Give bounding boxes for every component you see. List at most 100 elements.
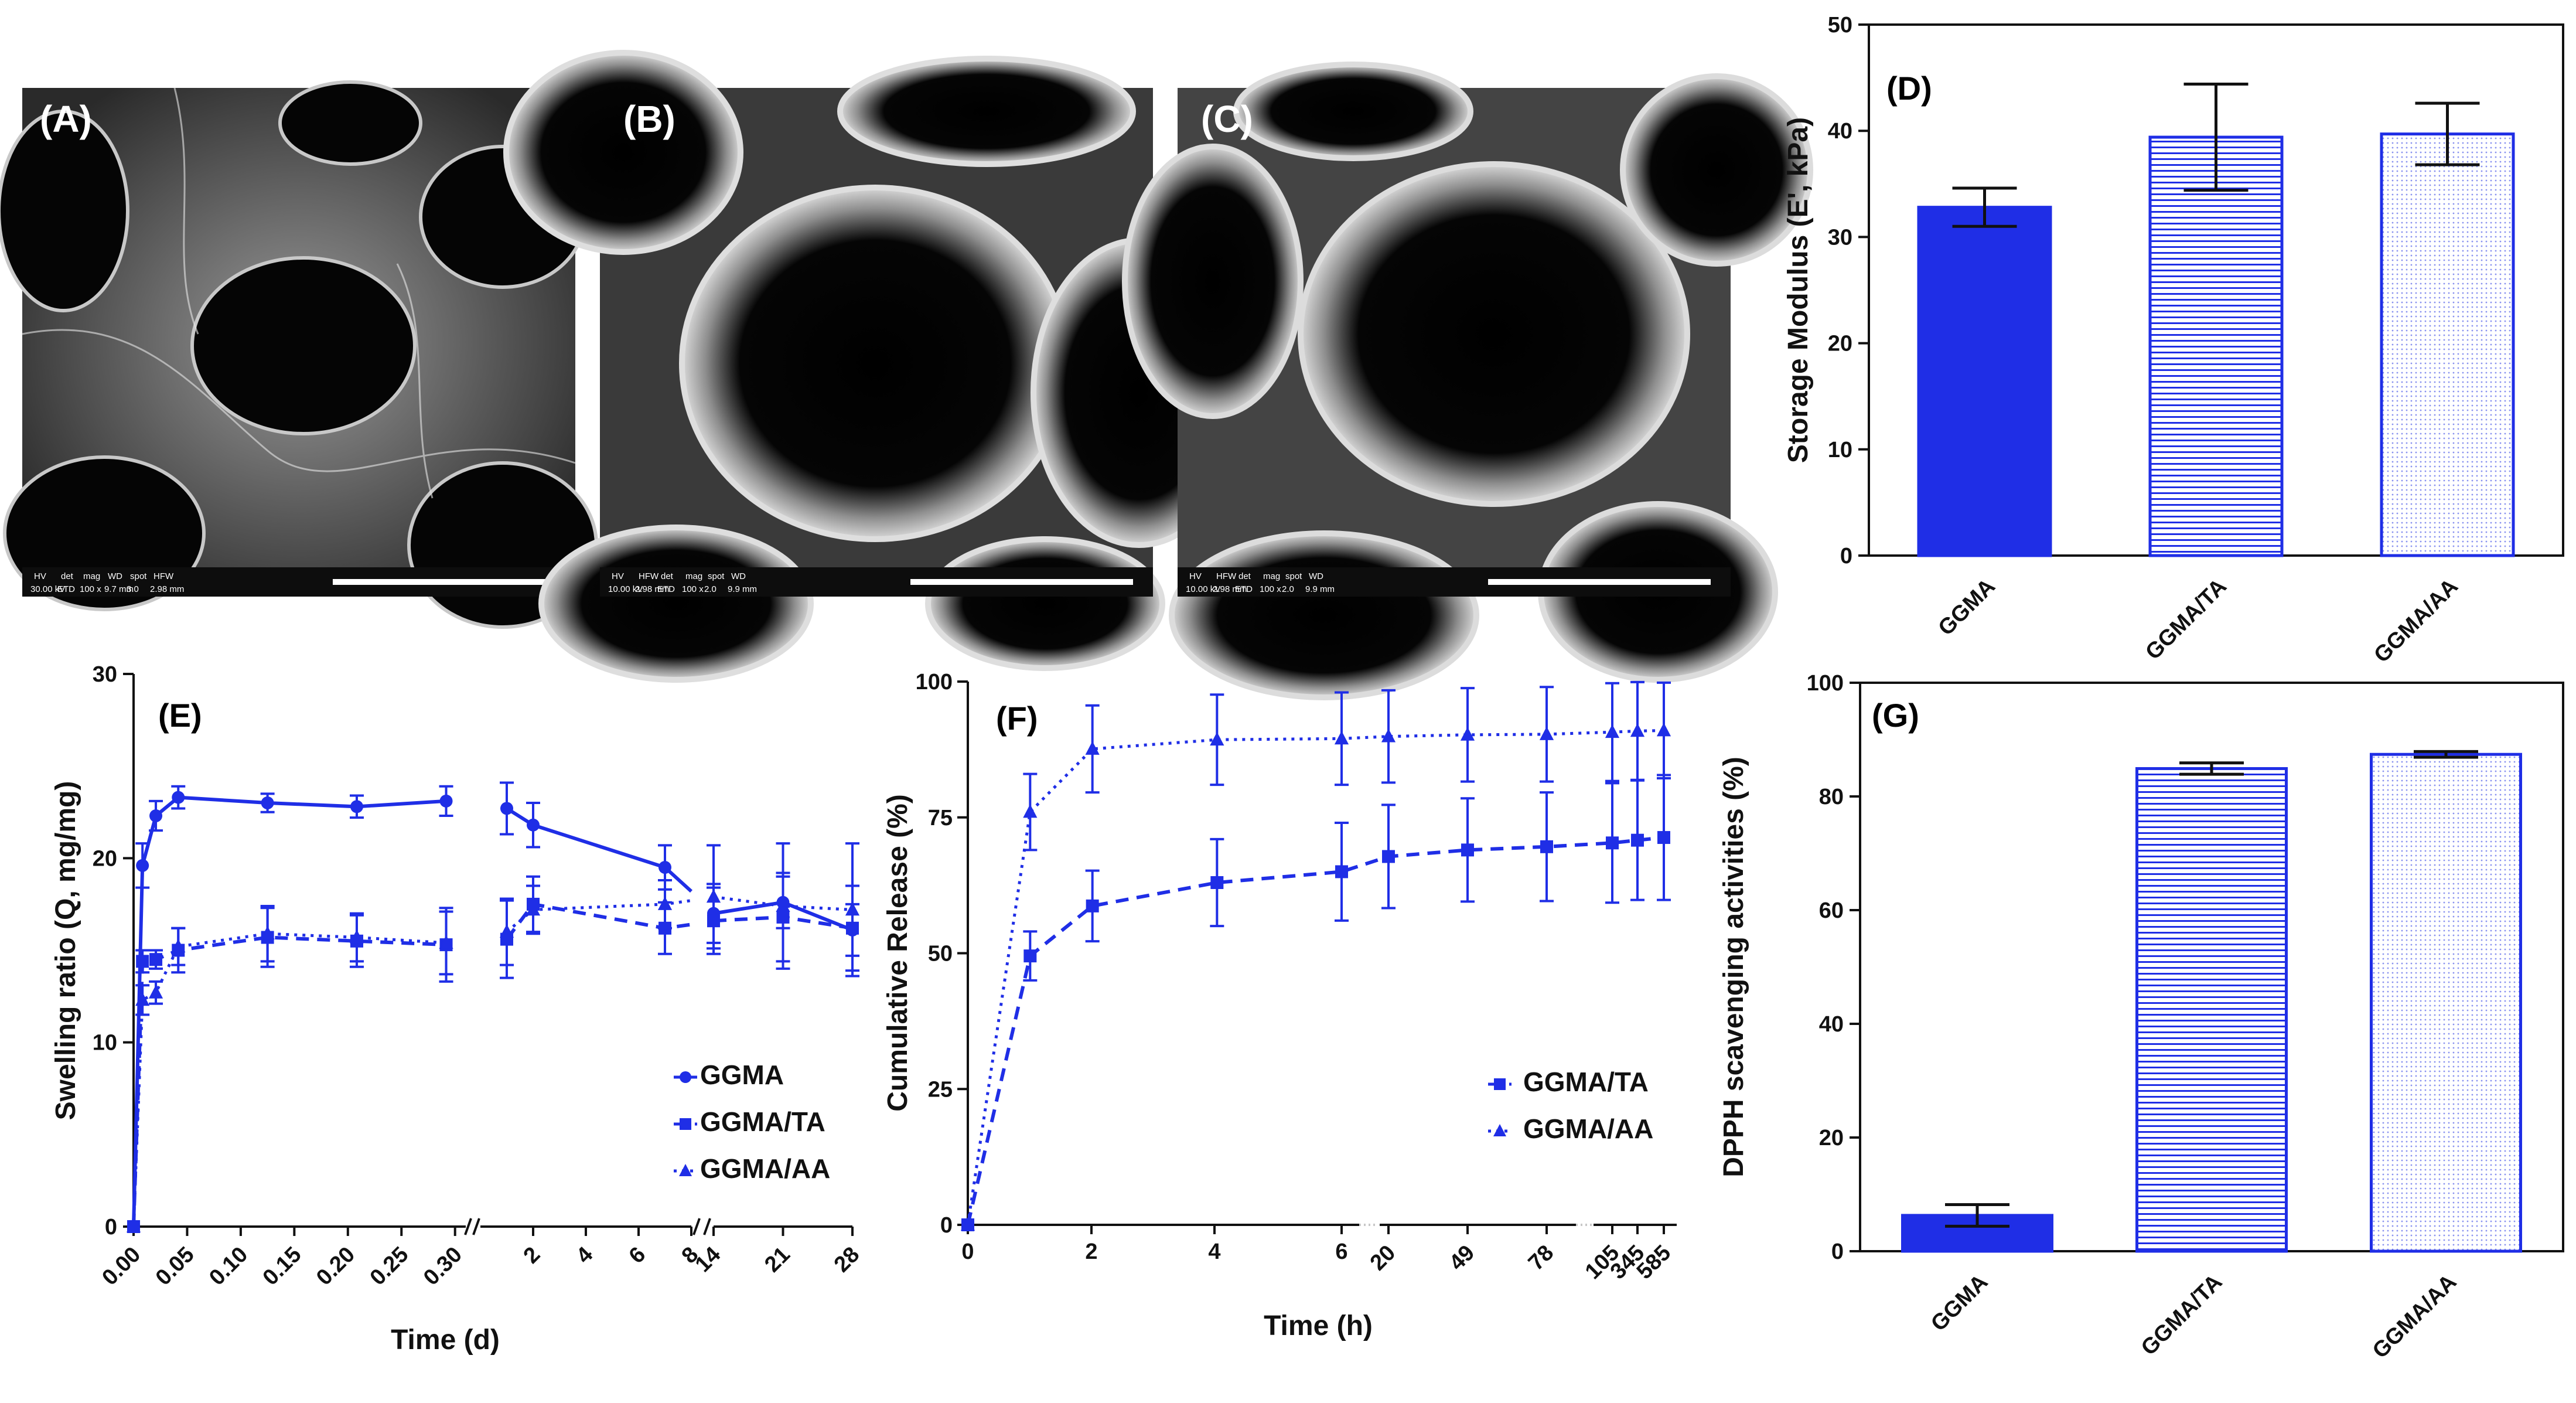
series-line-ggma-aa bbox=[713, 895, 853, 911]
legend-marker bbox=[1493, 1124, 1506, 1136]
legend-marker bbox=[680, 1071, 691, 1083]
data-point bbox=[1657, 831, 1670, 844]
data-point bbox=[706, 889, 721, 903]
sem-info-item: HFW bbox=[639, 571, 659, 581]
x-tick-label: 0.15 bbox=[258, 1242, 306, 1290]
sem-info-item: det bbox=[61, 571, 74, 581]
x-tick-label: GGMA bbox=[1926, 1270, 1992, 1336]
y-tick-label: 0 bbox=[1840, 544, 1852, 568]
sem-info-item: 9.9 mm bbox=[728, 584, 757, 594]
data-point bbox=[500, 802, 513, 815]
data-point bbox=[1461, 843, 1474, 857]
y-tick-label: 100 bbox=[1807, 671, 1844, 696]
data-point bbox=[499, 924, 514, 938]
sem-info-item: mag bbox=[685, 571, 702, 581]
y-tick-label: 50 bbox=[1828, 13, 1852, 38]
data-point bbox=[657, 896, 673, 910]
y-tick-label: 20 bbox=[1828, 332, 1852, 356]
y-tick-label: 50 bbox=[928, 942, 953, 966]
series-line-ggma bbox=[132, 795, 446, 1227]
y-tick-label: 40 bbox=[1819, 1012, 1844, 1037]
y-tick-label: 10 bbox=[1828, 438, 1852, 462]
sem-info-item: HV bbox=[612, 571, 624, 581]
data-point bbox=[136, 859, 149, 872]
sem-info-item: WD bbox=[1309, 571, 1323, 581]
series-line-ggma-aa bbox=[506, 899, 692, 933]
data-point bbox=[658, 861, 671, 874]
series-line-ggma-aa bbox=[966, 728, 1664, 1225]
data-point bbox=[776, 898, 790, 912]
x-tick-label: GGMA/TA bbox=[2137, 1270, 2227, 1361]
panel-label: (D) bbox=[1886, 70, 1932, 107]
chart-g: 0 20 40 60 80 100 GGMA GGMA/TA GGMA/AA DPPH scave… bbox=[1718, 671, 2564, 1363]
sem-info-item: 10.00 kV bbox=[608, 584, 643, 594]
bar-ggma-ta bbox=[2148, 135, 2284, 557]
y-tick-label: 40 bbox=[1828, 119, 1852, 144]
data-point bbox=[136, 955, 149, 968]
data-point bbox=[1086, 899, 1099, 912]
data-point bbox=[349, 929, 364, 944]
y-axis-title: Swelling ratio (Q, mg/mg) bbox=[50, 781, 81, 1121]
sem-info-item: 30.00 kV bbox=[30, 584, 65, 594]
data-point bbox=[1382, 850, 1395, 863]
data-point bbox=[526, 902, 541, 916]
data-point bbox=[149, 809, 163, 823]
data-point bbox=[148, 985, 163, 999]
x-tick-label: 4 bbox=[572, 1242, 598, 1269]
data-point bbox=[1460, 727, 1475, 741]
data-point bbox=[960, 1217, 975, 1231]
x-tick-label: 0.25 bbox=[366, 1242, 414, 1290]
sem-info-item: spot bbox=[708, 571, 725, 581]
series-line-ggma-ta bbox=[966, 836, 1664, 1225]
legend-entry: GGMA/TA bbox=[1523, 1067, 1649, 1097]
x-tick-label: 6 bbox=[625, 1242, 651, 1269]
y-tick-label: 0 bbox=[105, 1215, 117, 1239]
data-point bbox=[172, 791, 185, 804]
sem-info-item: 2.0 bbox=[1282, 584, 1294, 594]
sem-info-item: 100 x bbox=[80, 584, 101, 594]
sem-info-item: 9.7 mm bbox=[104, 584, 134, 594]
y-tick-label: 75 bbox=[928, 806, 953, 830]
bar-ggma-aa bbox=[2380, 132, 2515, 557]
data-point bbox=[1540, 840, 1553, 853]
y-axis-title: DPPH scavenging activities (%) bbox=[1718, 757, 1749, 1177]
sem-info-item: 3.0 bbox=[127, 584, 139, 594]
sem-info-item: 2.0 bbox=[704, 584, 716, 594]
x-tick-label: GGMA/TA bbox=[2141, 574, 2232, 665]
sem-info-item: mag bbox=[1263, 571, 1280, 581]
data-point bbox=[1656, 723, 1671, 737]
data-point bbox=[350, 800, 363, 813]
panel-label-c: (C) bbox=[1201, 98, 1253, 140]
y-tick-label: 30 bbox=[1828, 225, 1852, 250]
y-tick-label: 30 bbox=[93, 662, 117, 687]
sem-info-item: ETD bbox=[657, 584, 675, 594]
sem-info-item: HV bbox=[34, 571, 46, 581]
data-point bbox=[1631, 833, 1644, 847]
y-tick-label: 60 bbox=[1819, 898, 1844, 923]
data-point bbox=[260, 926, 275, 940]
series-line-ggma bbox=[506, 806, 693, 893]
sem-info-item: HFW bbox=[1216, 571, 1237, 581]
y-axis-title: Storage Modulus (E', kPa) bbox=[1783, 117, 1814, 463]
data-point bbox=[1335, 865, 1348, 878]
data-point bbox=[261, 796, 274, 810]
x-tick-label: 2 bbox=[519, 1242, 545, 1269]
bar-ggma bbox=[1917, 206, 2052, 557]
legend-entry: GGMA/AA bbox=[700, 1153, 830, 1184]
bar-ggma-ta bbox=[2135, 767, 2288, 1253]
y-tick-label: 25 bbox=[928, 1077, 953, 1102]
y-tick-label: 20 bbox=[1819, 1126, 1844, 1150]
y-tick-label: 10 bbox=[93, 1031, 117, 1055]
sem-info-item: 2.98 mm bbox=[150, 584, 184, 594]
legend-marker bbox=[680, 1118, 691, 1130]
axis-break-mark bbox=[464, 1218, 472, 1235]
panel-label: (E) bbox=[158, 697, 202, 734]
sem-info-item: det bbox=[1238, 571, 1251, 581]
data-point bbox=[1023, 949, 1037, 963]
sem-info-item: ETD bbox=[57, 584, 75, 594]
legend-marker bbox=[679, 1164, 692, 1176]
